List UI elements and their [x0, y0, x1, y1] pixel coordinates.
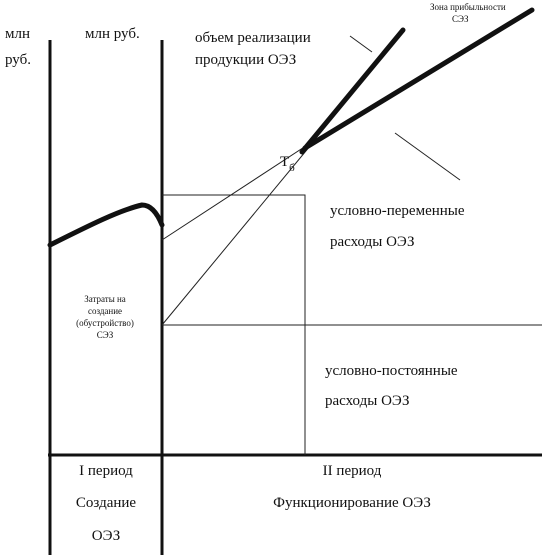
label: Т: [280, 154, 289, 170]
label: (обустройство): [76, 318, 134, 328]
cost-line: [302, 7, 535, 151]
unit-label: млн: [5, 26, 30, 42]
period-label: II период: [323, 463, 382, 479]
cost-thin-line: [161, 139, 316, 241]
unit-label: млн руб.: [85, 26, 140, 42]
label: условно-переменные: [330, 203, 465, 219]
period-label: Функционирование ОЭЗ: [273, 495, 431, 511]
pointer: [394, 132, 461, 181]
label: Затраты на: [84, 294, 126, 304]
period-label: I период: [79, 463, 133, 479]
label: б: [289, 162, 295, 174]
label: Зона прибыльности: [430, 2, 506, 12]
breakeven-box: [162, 194, 306, 455]
label: продукции ОЭЗ: [195, 52, 296, 68]
label: СЭЗ: [97, 330, 114, 340]
setup-curve: [47, 202, 165, 248]
revenue-line: [299, 27, 406, 155]
label: расходы ОЭЗ: [330, 234, 415, 250]
axes: [47, 7, 542, 555]
pointer: [349, 35, 373, 53]
label: объем реализации: [195, 30, 311, 46]
label: СЭЗ: [452, 14, 469, 24]
breakeven-label: Тб: [280, 154, 295, 174]
label: расходы ОЭЗ: [325, 393, 410, 409]
revenue-thin-line: [161, 139, 316, 326]
period-label: Создание: [76, 495, 137, 511]
period-label: ОЭЗ: [92, 528, 120, 544]
label: условно-постоянные: [325, 363, 458, 379]
label: создание: [88, 306, 122, 316]
unit-label: руб.: [5, 52, 31, 68]
